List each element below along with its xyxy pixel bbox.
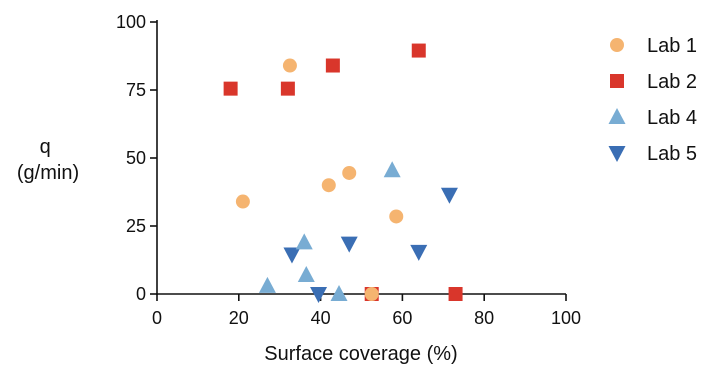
data-point-lab-2 — [448, 287, 463, 301]
data-point-lab-4 — [295, 233, 313, 250]
data-points — [223, 43, 463, 303]
data-point-lab-5 — [310, 287, 328, 303]
data-point-lab-4 — [297, 265, 315, 282]
legend-label-lab-1: Lab 1 — [647, 35, 697, 57]
y-tick-label: 100 — [116, 12, 146, 32]
x-tick-label: 60 — [392, 308, 412, 328]
data-point-lab-5 — [340, 236, 358, 253]
data-point-lab-4 — [258, 276, 276, 293]
legend: Lab 1 Lab 2 Lab 4 Lab 5 — [608, 35, 697, 165]
y-tick-label: 50 — [126, 148, 146, 168]
data-point-lab-1 — [282, 58, 297, 73]
data-point-lab-4 — [330, 285, 348, 301]
data-point-lab-4 — [383, 161, 401, 178]
x-tick-label: 20 — [229, 308, 249, 328]
data-point-lab-5 — [440, 187, 458, 204]
data-point-lab-5 — [410, 244, 428, 261]
axes — [156, 20, 566, 295]
x-tick-label: 40 — [311, 308, 331, 328]
x-tick-label: 0 — [152, 308, 162, 328]
data-point-lab-5 — [283, 247, 301, 264]
data-point-lab-2 — [280, 81, 295, 96]
x-axis-title: Surface coverage (%) — [264, 343, 457, 365]
y-tick-label: 25 — [126, 216, 146, 236]
data-point-lab-2 — [411, 43, 426, 58]
data-point-lab-1 — [321, 178, 336, 193]
y-tick-label: 0 — [136, 284, 146, 304]
ticks: 0 20 40 60 80 100 0 25 50 75 100 — [116, 12, 581, 328]
y-axis-title-line-2: (g/min) — [17, 162, 79, 184]
data-point-lab-1 — [364, 287, 379, 301]
data-point-lab-2 — [325, 58, 340, 73]
data-point-lab-1 — [389, 209, 404, 224]
legend-label-lab-4: Lab 4 — [647, 107, 697, 129]
x-tick-label: 80 — [474, 308, 494, 328]
data-point-lab-1 — [235, 194, 250, 209]
legend-label-lab-5: Lab 5 — [647, 143, 697, 165]
data-point-lab-2 — [223, 81, 238, 96]
legend-marker-lab-2 — [610, 74, 624, 88]
legend-label-lab-2: Lab 2 — [647, 71, 697, 93]
data-point-lab-1 — [342, 165, 357, 180]
legend-marker-lab-5 — [608, 146, 626, 162]
y-axis-title: q (g/min) — [17, 136, 79, 184]
y-axis-title-line-1: q — [40, 136, 51, 158]
legend-marker-lab-1 — [610, 38, 624, 52]
x-tick-label: 100 — [551, 308, 581, 328]
legend-marker-lab-4 — [608, 108, 626, 124]
y-tick-label: 75 — [126, 80, 146, 100]
